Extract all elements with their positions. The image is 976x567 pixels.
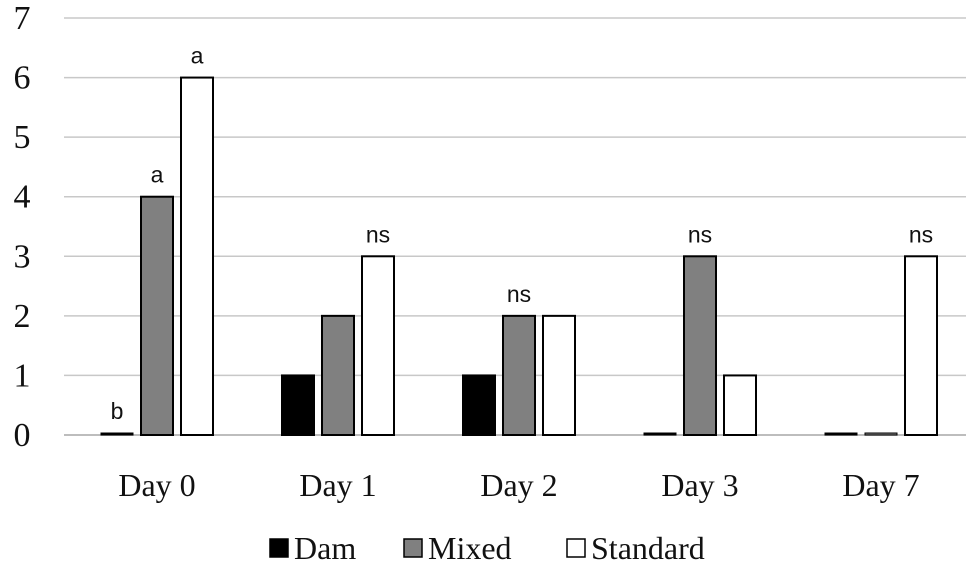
y-axis-ticks: 0 1 2 3 4 5 6 7 (14, 0, 31, 454)
y-tick-label: 7 (14, 0, 31, 37)
legend: Dam Mixed Standard (269, 530, 705, 566)
grid-lines (64, 17, 966, 436)
bar-day-0-mixed (140, 195, 174, 436)
legend-label-mixed: Mixed (428, 530, 512, 566)
bar-day-2-mixed (502, 314, 536, 437)
y-tick-label: 5 (14, 119, 31, 156)
y-tick-label: 6 (14, 60, 31, 97)
y-tick-label: 3 (14, 238, 31, 275)
bar-day-2-standard (542, 314, 576, 437)
bar-day-1-dam (281, 374, 315, 436)
bar-day-7-dam (824, 432, 858, 436)
bar-day-1-mixed (321, 314, 355, 437)
legend-label-dam: Dam (294, 530, 356, 566)
legend-swatch-mixed (403, 538, 423, 558)
y-tick-label: 1 (14, 357, 31, 394)
x-tick-label-day-2: Day 2 (480, 467, 557, 503)
legend-label-standard: Standard (591, 530, 705, 566)
annotation-day-3-mixed: ns (688, 221, 712, 247)
significance-annotations: b a a ns ns ns ns (111, 43, 934, 424)
x-axis-ticks: Day 0 Day 1 Day 2 Day 3 Day 7 (118, 467, 919, 503)
annotation-day-0-mixed: a (151, 162, 164, 188)
bar-day-1-standard (361, 255, 395, 436)
bar-day-3-standard (723, 374, 757, 436)
annotation-day-7-standard: ns (909, 221, 933, 247)
bar-day-3-dam (643, 432, 677, 436)
legend-swatch-dam (269, 538, 289, 558)
annotation-day-0-standard: a (191, 43, 204, 69)
x-tick-label-day-7: Day 7 (842, 467, 919, 503)
x-tick-label-day-0: Day 0 (118, 467, 195, 503)
x-tick-label-day-3: Day 3 (661, 467, 738, 503)
bar-day-3-mixed (683, 255, 717, 436)
bar-day-2-dam (462, 374, 496, 436)
bar-day-0-dam (100, 432, 134, 436)
y-tick-label: 4 (14, 179, 31, 216)
x-tick-label-day-1: Day 1 (299, 467, 376, 503)
bar-day-0-standard (180, 76, 214, 436)
annotation-day-0-dam: b (111, 398, 124, 424)
bars (100, 76, 938, 437)
legend-swatch-standard (566, 538, 586, 558)
bar-day-7-mixed (864, 432, 898, 436)
annotation-day-1-standard: ns (366, 221, 390, 247)
y-tick-label: 2 (14, 298, 31, 335)
annotation-day-2-mixed: ns (507, 281, 531, 307)
bar-day-7-standard (904, 255, 938, 436)
y-tick-label: 0 (14, 417, 31, 454)
